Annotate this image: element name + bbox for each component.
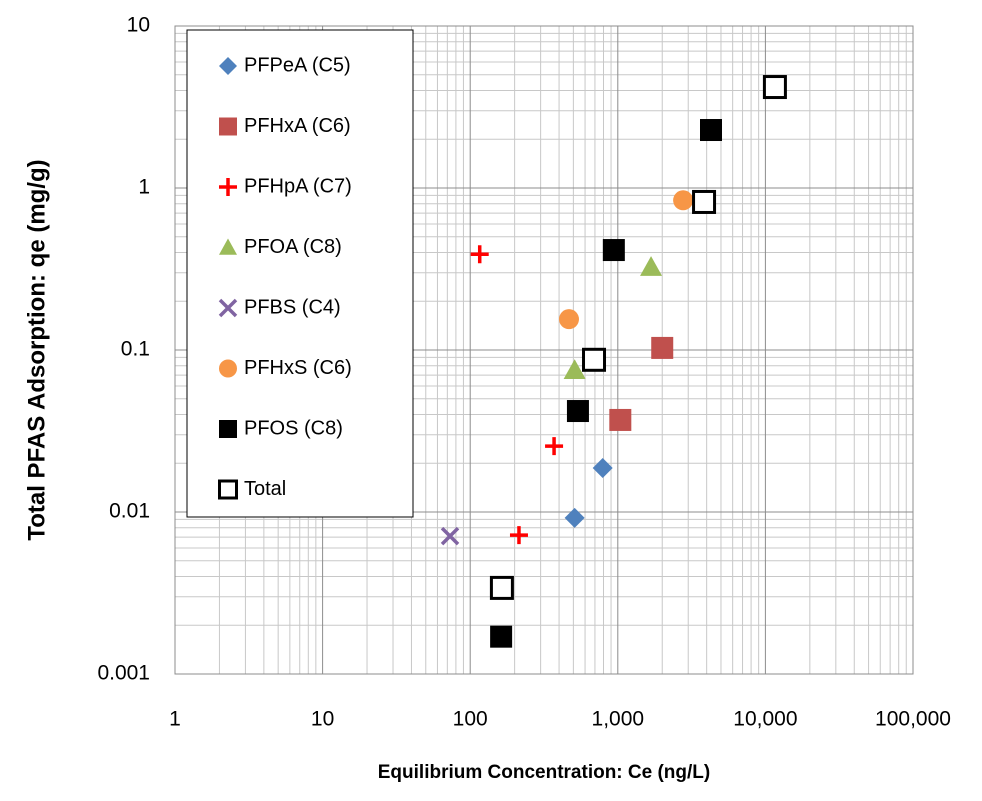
y-tick-label: 1 [138, 176, 150, 199]
marker [563, 359, 586, 380]
marker [545, 437, 564, 456]
y-tick-label: 10 [127, 14, 150, 37]
y-axis-title: Total PFAS Adsorption: qe (mg/g) [23, 159, 50, 540]
marker [673, 190, 694, 211]
marker [692, 189, 717, 214]
marker [762, 75, 787, 100]
marker [582, 347, 607, 372]
x-tick-label: 1 [169, 708, 181, 731]
x-tick-label: 100 [453, 708, 488, 731]
plot-frame [174, 25, 914, 675]
marker [489, 575, 514, 600]
marker [640, 256, 663, 276]
marker [566, 400, 589, 423]
legend-label: PFHpA (C7) [244, 175, 352, 197]
legend-label: PFOA (C8) [244, 236, 342, 258]
x-tick-label: 10 [311, 708, 334, 731]
legend-marker [219, 420, 237, 438]
marker [470, 245, 489, 264]
marker [602, 239, 625, 262]
y-tick-label: 0.001 [97, 662, 150, 685]
marker [592, 457, 613, 478]
marker [700, 119, 723, 142]
legend-label: PFHxA (C6) [244, 115, 351, 137]
legend-marker [219, 359, 237, 378]
legend-label: PFPeA (C5) [244, 54, 351, 76]
legend-marker [219, 178, 237, 196]
marker [651, 336, 674, 359]
x-tick-label: 100,000 [875, 708, 951, 731]
legend-marker [218, 298, 238, 318]
y-tick-label: 0.01 [109, 500, 150, 523]
y-tick-label: 0.1 [121, 338, 150, 361]
marker [490, 625, 513, 648]
legend [186, 29, 414, 518]
x-axis-title: Equilibrium Concentration: Ce (ng/L) [378, 762, 710, 783]
legend-marker [219, 57, 237, 75]
x-tick-label: 10,000 [733, 708, 797, 731]
marker [609, 408, 632, 431]
marker [509, 526, 528, 545]
legend-label: PFHxS (C6) [244, 357, 352, 379]
legend-marker [219, 117, 237, 136]
marker [558, 309, 579, 330]
marker [440, 526, 460, 546]
legend-label: PFBS (C4) [244, 296, 341, 318]
marker [564, 507, 585, 528]
legend-label: Total [244, 478, 286, 500]
legend-label: PFOS (C8) [244, 417, 343, 439]
legend-marker [219, 238, 237, 255]
x-tick-label: 1,000 [592, 708, 645, 731]
legend-marker [218, 479, 238, 500]
